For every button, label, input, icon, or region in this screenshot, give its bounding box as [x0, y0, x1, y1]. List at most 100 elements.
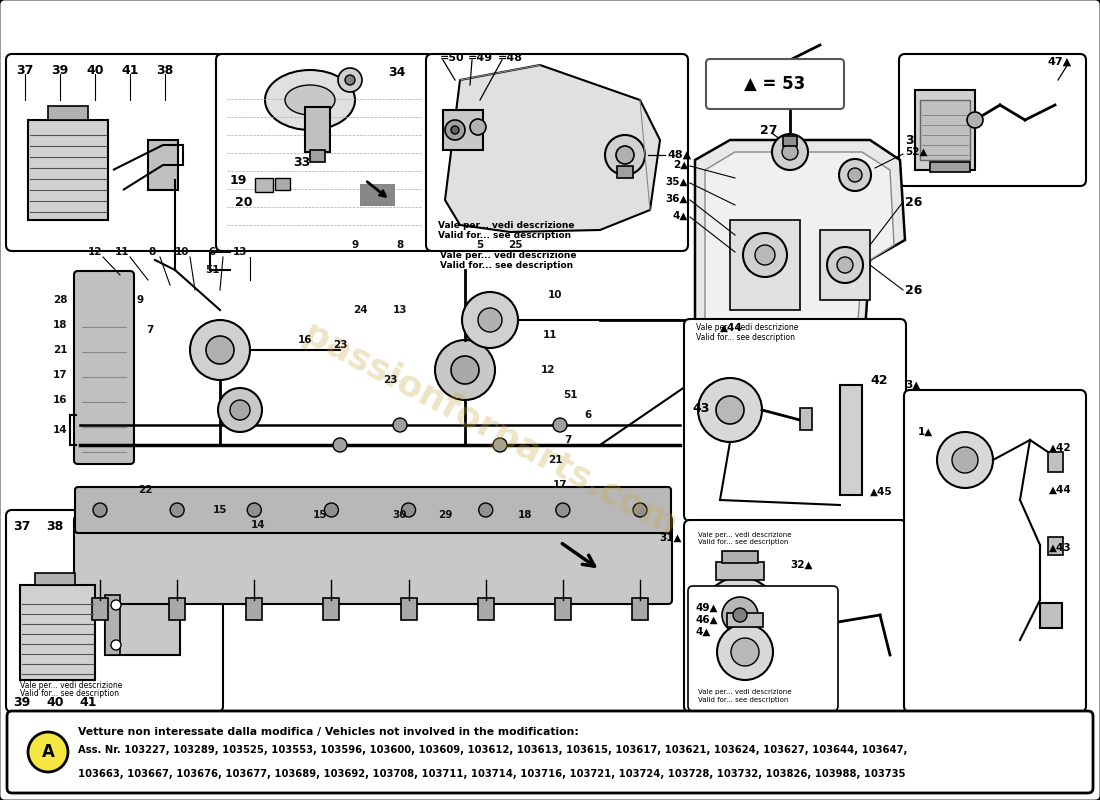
Text: 21: 21 [548, 455, 562, 465]
Text: 13: 13 [233, 247, 248, 257]
Circle shape [393, 418, 407, 432]
Text: 7: 7 [564, 435, 572, 445]
Text: 15: 15 [212, 505, 228, 515]
Text: 48▲: 48▲ [668, 150, 692, 160]
Circle shape [698, 378, 762, 442]
Circle shape [218, 388, 262, 432]
Text: 4▲: 4▲ [695, 627, 711, 637]
Text: 18: 18 [518, 510, 532, 520]
Bar [820, 230, 870, 300]
Circle shape [345, 75, 355, 85]
FancyBboxPatch shape [7, 711, 1093, 793]
FancyBboxPatch shape [6, 54, 223, 251]
Bar [255, 178, 273, 192]
Bar [632, 598, 648, 620]
Text: 21: 21 [53, 345, 67, 355]
Text: Vale per... vedi descrizione: Vale per... vedi descrizione [438, 221, 574, 230]
FancyBboxPatch shape [74, 271, 134, 464]
Text: 17: 17 [53, 370, 67, 380]
Text: 49▲: 49▲ [695, 603, 717, 613]
FancyBboxPatch shape [684, 319, 906, 521]
Bar [246, 598, 262, 620]
Circle shape [470, 119, 486, 135]
Text: 38: 38 [46, 519, 64, 533]
Text: Vale per... vedi descrizione: Vale per... vedi descrizione [698, 689, 792, 695]
Text: 25: 25 [508, 240, 522, 250]
Circle shape [839, 159, 871, 191]
FancyBboxPatch shape [6, 510, 223, 712]
Bar [730, 220, 800, 310]
Text: 41: 41 [121, 63, 139, 77]
Bar [48, 106, 88, 120]
Text: 24: 24 [353, 305, 367, 315]
Text: 42: 42 [870, 374, 888, 386]
Polygon shape [695, 140, 905, 420]
Text: 46▲: 46▲ [695, 615, 717, 625]
Text: Vale per... vedi descrizione: Vale per... vedi descrizione [696, 323, 799, 333]
Text: 39: 39 [13, 695, 31, 709]
Text: ▲45: ▲45 [870, 487, 892, 497]
Text: ▲ = 53: ▲ = 53 [745, 75, 805, 93]
FancyBboxPatch shape [688, 586, 838, 711]
Text: 18: 18 [53, 320, 67, 330]
Bar [727, 613, 763, 627]
Text: 1▲: 1▲ [918, 427, 933, 437]
Text: 41: 41 [79, 695, 97, 709]
Circle shape [402, 503, 416, 517]
Text: 9: 9 [351, 240, 359, 250]
Text: 13: 13 [393, 305, 407, 315]
Polygon shape [705, 152, 894, 412]
Bar [92, 598, 108, 620]
Bar [722, 551, 758, 563]
Circle shape [478, 503, 493, 517]
Text: 2▲: 2▲ [673, 160, 688, 170]
Text: ≐49: ≐49 [468, 53, 493, 63]
Circle shape [702, 577, 778, 653]
Circle shape [462, 292, 518, 348]
Text: 6: 6 [584, 410, 592, 420]
Bar [400, 598, 417, 620]
Text: 3: 3 [905, 134, 914, 146]
Text: Valid for... see description: Valid for... see description [696, 333, 795, 342]
Text: ▲42: ▲42 [1049, 443, 1072, 453]
Text: 17: 17 [552, 480, 568, 490]
Text: Valid for... see description: Valid for... see description [20, 689, 119, 698]
Circle shape [94, 503, 107, 517]
Circle shape [170, 503, 184, 517]
Bar [360, 184, 395, 206]
Text: 26: 26 [905, 195, 923, 209]
Text: 14: 14 [53, 425, 67, 435]
Polygon shape [446, 65, 660, 232]
Text: passionforparts.com: passionforparts.com [297, 317, 683, 543]
Text: 12: 12 [541, 365, 556, 375]
Text: 10: 10 [548, 290, 562, 300]
Text: 29: 29 [438, 510, 452, 520]
Text: Vetture non interessate dalla modifica / Vehicles not involved in the modificati: Vetture non interessate dalla modifica /… [78, 727, 579, 737]
FancyBboxPatch shape [216, 54, 433, 251]
Text: 9: 9 [136, 295, 144, 305]
Circle shape [451, 126, 459, 134]
FancyBboxPatch shape [904, 390, 1086, 712]
Text: 32▲: 32▲ [790, 560, 813, 570]
Text: 16: 16 [298, 335, 312, 345]
Circle shape [616, 146, 634, 164]
Circle shape [782, 144, 797, 160]
Circle shape [230, 400, 250, 420]
Text: ≐50: ≐50 [440, 53, 464, 63]
Bar [617, 166, 632, 178]
Text: 37: 37 [13, 519, 31, 533]
Text: 26: 26 [905, 283, 923, 297]
Text: 27: 27 [760, 123, 778, 137]
Circle shape [632, 503, 647, 517]
Circle shape [324, 503, 339, 517]
Circle shape [446, 120, 465, 140]
Text: 40: 40 [46, 695, 64, 709]
Bar [554, 598, 571, 620]
Text: 6: 6 [208, 247, 216, 257]
Circle shape [837, 257, 852, 273]
FancyBboxPatch shape [706, 59, 844, 109]
Bar [104, 595, 180, 655]
Circle shape [338, 68, 362, 92]
Circle shape [28, 732, 68, 772]
Bar [169, 598, 185, 620]
